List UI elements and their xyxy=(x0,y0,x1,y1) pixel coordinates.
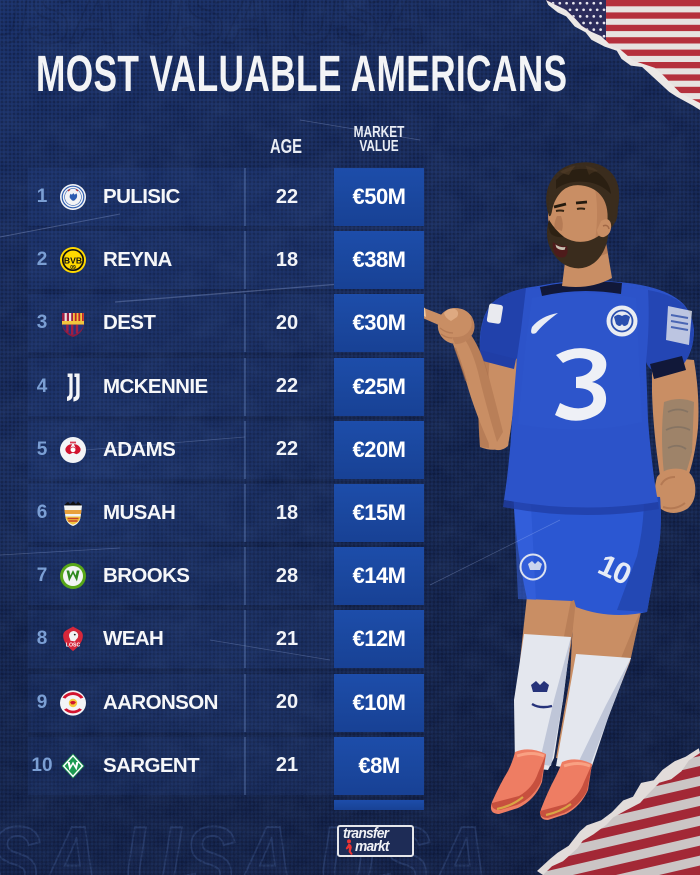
svg-text:LOSC: LOSC xyxy=(66,643,81,649)
svg-text:BVB: BVB xyxy=(64,256,82,266)
svg-text:09: 09 xyxy=(70,265,76,271)
